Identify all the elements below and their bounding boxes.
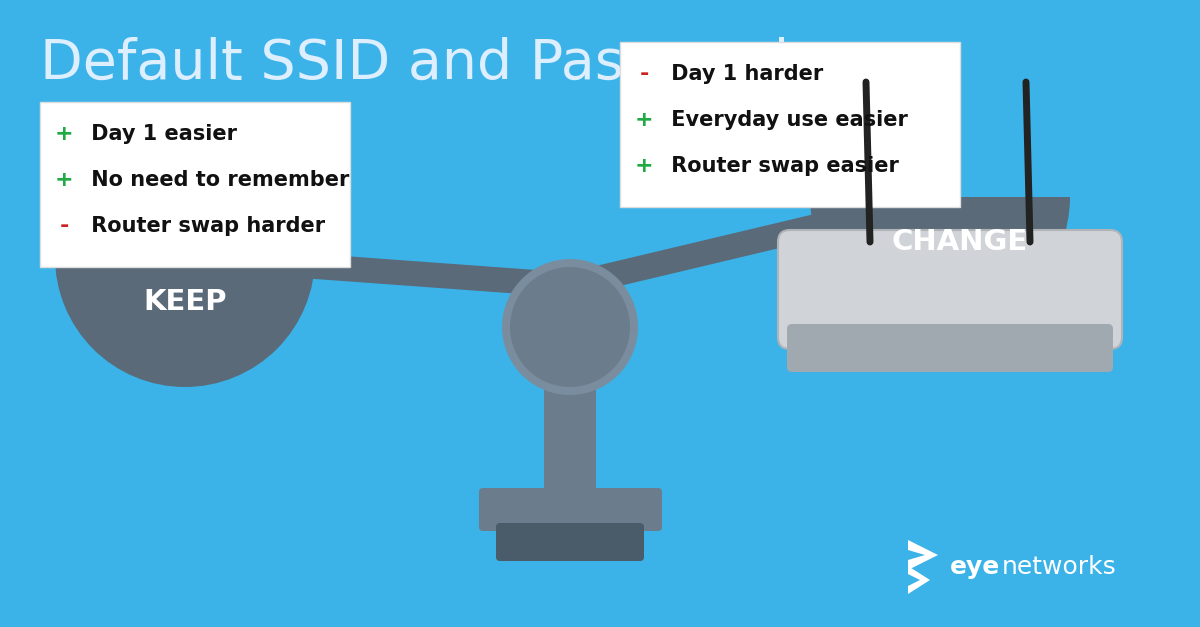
Text: -: - [640,64,649,84]
Text: Router swap easier: Router swap easier [664,156,899,176]
Text: +: + [635,110,653,130]
FancyBboxPatch shape [620,42,960,207]
Text: Day 1 harder: Day 1 harder [664,64,823,84]
Text: networks: networks [1002,555,1117,579]
Text: +: + [55,170,73,190]
Text: CHANGE: CHANGE [892,228,1028,256]
FancyBboxPatch shape [787,324,1114,372]
FancyBboxPatch shape [40,102,350,267]
Text: Day 1 easier: Day 1 easier [84,124,238,144]
Text: Everyday use easier: Everyday use easier [664,110,908,130]
Wedge shape [55,257,314,387]
FancyBboxPatch shape [479,488,662,531]
Polygon shape [908,540,938,570]
Text: +: + [55,124,73,144]
Wedge shape [810,197,1070,327]
Text: KEEP: KEEP [143,288,227,316]
Polygon shape [908,566,930,594]
Text: Default SSID and Password: Default SSID and Password [40,37,790,91]
Circle shape [510,267,630,387]
Text: Router swap harder: Router swap harder [84,216,325,236]
Text: -: - [59,216,68,236]
FancyBboxPatch shape [496,523,644,561]
FancyBboxPatch shape [778,230,1122,349]
Text: +: + [635,156,653,176]
Text: eye: eye [950,555,1001,579]
Circle shape [502,259,638,395]
Text: No need to remember: No need to remember [84,170,349,190]
Bar [544,369,596,492]
